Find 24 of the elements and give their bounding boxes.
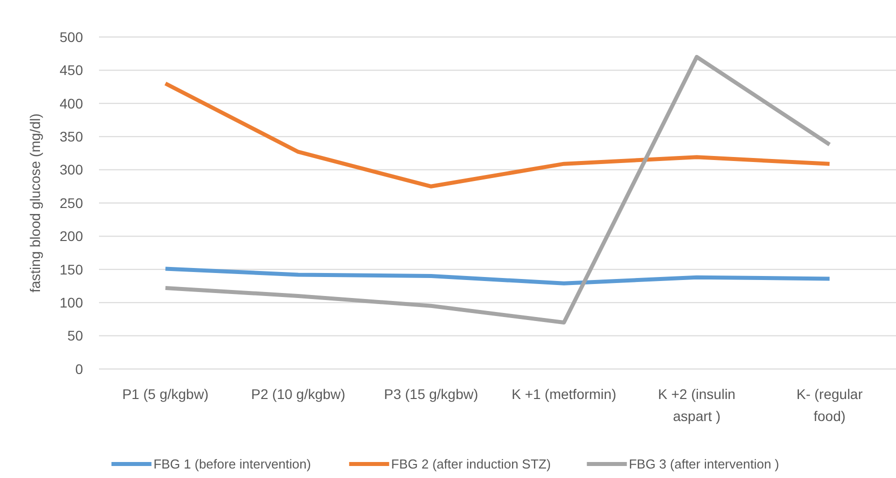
y-tick-label: 400 bbox=[60, 95, 84, 112]
x-tick-label: P3 (15 g/kgbw) bbox=[384, 386, 478, 402]
y-tick-label: 200 bbox=[60, 228, 84, 244]
x-tick-label: P1 (5 g/kgbw) bbox=[122, 386, 209, 402]
y-tick-label: 50 bbox=[67, 328, 84, 344]
line-series bbox=[163, 54, 832, 325]
y-tick-label: 150 bbox=[60, 261, 84, 278]
y-tick-label: 0 bbox=[75, 360, 84, 377]
y-tick-label: 250 bbox=[60, 194, 84, 211]
x-tick-label: K- (regular food) bbox=[796, 386, 863, 424]
legend-label: FBG 3 (after intervention ) bbox=[628, 456, 780, 472]
y-tick-label: 300 bbox=[60, 162, 84, 178]
x-tick-label: K +1 (metformin) bbox=[512, 386, 616, 402]
y-tick-label: 450 bbox=[60, 62, 84, 78]
line-series bbox=[163, 81, 832, 188]
y-tick-label: 500 bbox=[60, 28, 84, 45]
line-series bbox=[163, 266, 832, 286]
y-tick-label: 350 bbox=[60, 128, 84, 144]
y-axis-title: fasting blood glucose (mg/dl) bbox=[27, 114, 43, 292]
x-tick-label: P2 (10 g/kgbw) bbox=[251, 386, 346, 402]
legend-label: FBG 2 (after induction STZ) bbox=[391, 456, 551, 472]
legend-label: FBG 1 (before intervention) bbox=[153, 456, 311, 472]
y-tick-label: 100 bbox=[60, 294, 84, 310]
x-tick-label: K +2 (insulin aspart ) bbox=[658, 386, 736, 424]
